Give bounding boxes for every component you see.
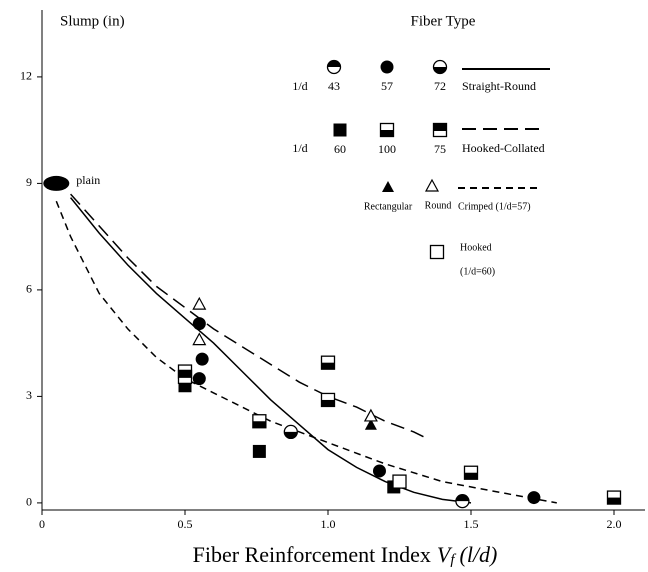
data-point xyxy=(455,493,470,509)
legend-label: 75 xyxy=(434,142,446,156)
x-tick-label: 1.0 xyxy=(321,517,336,531)
data-point xyxy=(177,369,193,385)
data-point xyxy=(320,392,336,408)
x-tick-label: 2.0 xyxy=(607,517,622,531)
y-tick-label: 3 xyxy=(26,388,32,402)
marker-shape xyxy=(363,408,378,422)
marker-shape xyxy=(392,474,407,489)
legend-note: (1/d=60) xyxy=(460,266,495,277)
x-label-paren: (l/d) xyxy=(460,542,498,567)
marker-half xyxy=(380,130,394,137)
fit-line xyxy=(55,200,557,504)
x-tick-label: 0 xyxy=(39,517,45,531)
data-point xyxy=(43,175,70,191)
legend-marker xyxy=(326,59,342,75)
marker-shape xyxy=(192,317,206,331)
marker-shape xyxy=(333,123,347,137)
y-tick-label: 0 xyxy=(26,495,32,509)
legend-marker xyxy=(382,181,394,192)
legend-marker xyxy=(333,123,347,137)
legend-marker xyxy=(429,244,445,260)
fit-line xyxy=(70,197,472,504)
legend-label: 43 xyxy=(328,79,340,93)
x-axis-label: Fiber Reinforcement Index Vf (l/d) xyxy=(193,542,498,568)
x-tick-label: 0.5 xyxy=(178,517,193,531)
point-label: plain xyxy=(76,173,100,187)
marker-shape xyxy=(252,444,266,458)
marker-half xyxy=(464,472,478,480)
legend-marker xyxy=(379,122,395,138)
data-point xyxy=(364,418,377,430)
legend-label: Round xyxy=(425,200,452,211)
x-tick-label: 1.5 xyxy=(464,517,479,531)
marker-shape xyxy=(192,296,207,310)
marker-half xyxy=(178,370,192,378)
y-axis-label: Slump (in) xyxy=(60,13,125,29)
data-point xyxy=(372,464,386,478)
data-point xyxy=(392,474,407,489)
marker-shape xyxy=(192,372,206,386)
legend-marker xyxy=(380,60,394,74)
legend-title: Fiber Type xyxy=(411,13,476,29)
legend-label: Straight-Round xyxy=(462,79,536,93)
legend-label: Rectangular xyxy=(364,201,413,212)
legend-marker xyxy=(432,59,448,75)
data-point xyxy=(606,490,622,505)
marker-shape xyxy=(380,60,394,74)
marker-shape xyxy=(382,181,394,192)
data-point xyxy=(363,408,378,422)
data-point xyxy=(463,465,479,480)
legend-prefix: 1/d xyxy=(292,79,307,93)
legend-label: Crimped (1/d=57) xyxy=(458,201,531,212)
legend-label: Hooked-Collated xyxy=(462,141,545,155)
data-point xyxy=(192,296,207,310)
legend-label: 60 xyxy=(334,142,346,156)
legend-marker xyxy=(432,122,448,138)
x-label-var: V xyxy=(437,542,453,567)
marker-half xyxy=(433,123,447,131)
data-point xyxy=(192,317,206,331)
marker-shape xyxy=(424,178,440,192)
marker-shape xyxy=(192,332,207,346)
marker-half xyxy=(284,431,298,439)
x-label-text: Fiber Reinforcement Index xyxy=(193,542,431,567)
data-point xyxy=(192,372,206,386)
legend-label: Hooked xyxy=(460,242,492,253)
data-point xyxy=(527,491,541,505)
data-point xyxy=(252,444,266,458)
marker-shape xyxy=(372,464,386,478)
data-point xyxy=(283,424,298,440)
marker-half xyxy=(607,497,621,505)
y-tick-label: 12 xyxy=(20,69,32,83)
marker-half xyxy=(455,494,469,502)
marker-half xyxy=(321,362,335,370)
fit-line xyxy=(70,193,429,440)
marker-shape xyxy=(527,491,541,505)
x-label-sub: f xyxy=(450,552,456,568)
data-point xyxy=(320,355,336,370)
marker-shape xyxy=(429,244,445,260)
marker-half xyxy=(327,60,341,67)
data-point xyxy=(195,352,209,366)
marker-half xyxy=(252,421,266,428)
marker-shape xyxy=(195,352,209,366)
data-point xyxy=(252,414,267,429)
marker-shape xyxy=(43,175,70,191)
legend-marker xyxy=(424,178,440,192)
legend-label: 72 xyxy=(434,79,446,93)
marker-half xyxy=(321,399,335,407)
legend-prefix: 1/d xyxy=(292,141,307,155)
marker-half xyxy=(433,67,447,74)
y-tick-label: 9 xyxy=(26,175,32,189)
legend-label: 100 xyxy=(378,142,396,156)
data-point xyxy=(192,332,207,346)
marker-shape xyxy=(364,418,377,430)
legend-label: 57 xyxy=(381,79,393,93)
y-tick-label: 6 xyxy=(26,282,32,296)
